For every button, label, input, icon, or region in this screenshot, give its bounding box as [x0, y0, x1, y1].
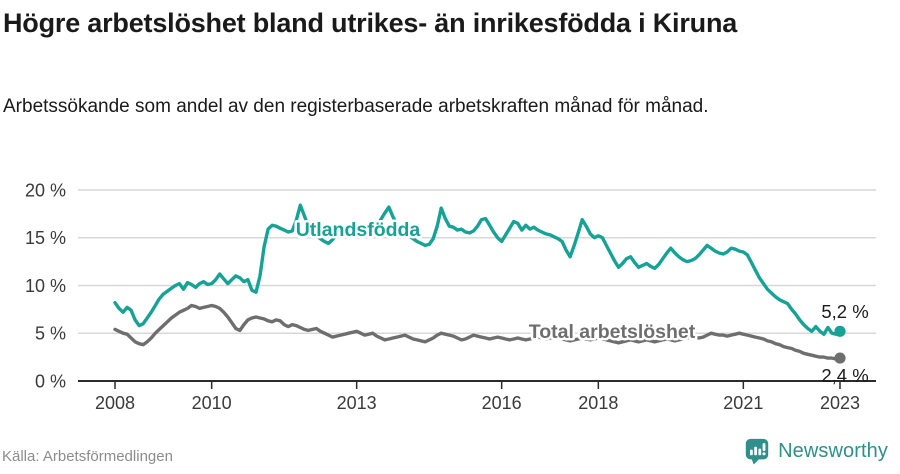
- end-value-label: 2,4 %: [821, 365, 868, 386]
- y-axis-tick-label: 5 %: [35, 324, 66, 344]
- chart-subtitle: Arbetssökande som andel av den registerb…: [3, 96, 709, 117]
- x-axis-tick-label: 2016: [482, 393, 522, 413]
- newsworthy-brand-name: Newsworthy: [778, 439, 888, 462]
- y-axis-tick-label: 0 %: [35, 372, 66, 392]
- x-axis-tick-label: 2013: [337, 393, 377, 413]
- x-axis-tick-label: 2021: [723, 393, 763, 413]
- y-axis-tick-label: 20 %: [25, 180, 66, 200]
- newsworthy-brand: Newsworthy: [743, 437, 888, 465]
- y-axis-tick-label: 10 %: [25, 276, 66, 296]
- x-axis-tick-label: 2023: [820, 393, 860, 413]
- x-axis-tick-label: 2010: [192, 393, 232, 413]
- x-axis-tick-label: 2008: [95, 393, 135, 413]
- series-end-dot: [834, 325, 846, 337]
- series-line-utlandsfodda: [113, 203, 842, 336]
- series-label-utlandsfodda: Utlandsfödda: [296, 219, 421, 241]
- series-line-total: [113, 303, 842, 361]
- page-title: Högre arbetslöshet bland utrikes- än inr…: [3, 8, 738, 38]
- x-axis-tick-label: 2018: [578, 393, 618, 413]
- series-end-dot: [834, 352, 846, 364]
- series-label-total: Total arbetslöshet: [529, 321, 696, 343]
- y-axis-tick-label: 15 %: [25, 228, 66, 248]
- newsworthy-logo-icon: [745, 438, 769, 465]
- source-note: Källa: Arbetsförmedlingen: [2, 448, 173, 465]
- end-value-label: 5,2 %: [821, 301, 868, 322]
